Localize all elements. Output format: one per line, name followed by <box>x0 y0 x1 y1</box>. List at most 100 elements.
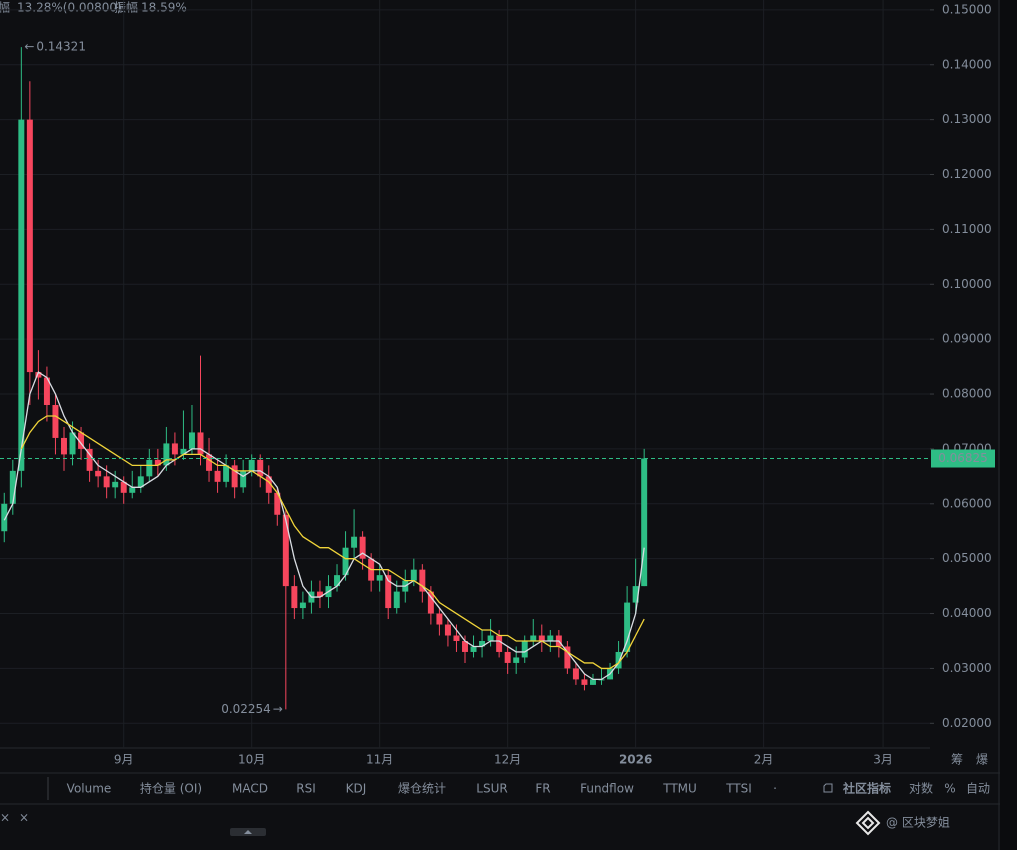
y-tick-label: 0.03000 <box>942 661 992 675</box>
candle-body <box>581 679 588 685</box>
candle-body <box>129 487 136 493</box>
candle-body <box>538 635 545 641</box>
y-tick-label: 0.06000 <box>942 496 992 510</box>
candle-body <box>291 586 298 609</box>
candle-body <box>444 624 451 636</box>
candle-body <box>112 481 119 488</box>
candle-body <box>171 443 178 455</box>
candle-body <box>376 575 383 581</box>
candle-body <box>564 646 571 669</box>
indicator-tab[interactable]: FR <box>535 782 550 796</box>
close-icon[interactable]: × <box>19 811 29 825</box>
header-value: 18.59% <box>141 1 187 15</box>
y-tick-label: 0.10000 <box>942 277 992 291</box>
x-tick-label: 2月 <box>754 753 774 767</box>
moving-average-line <box>3 371 645 681</box>
candle-body <box>146 459 153 477</box>
candle-body <box>385 575 392 609</box>
price-tag <box>931 449 995 468</box>
watermark-logo <box>855 810 881 836</box>
watermark: @ 区块梦姐 <box>886 816 950 830</box>
indicator-tab[interactable]: Volume <box>67 782 112 796</box>
price-tag-label: 0.06825 <box>938 451 988 465</box>
candle-body <box>487 635 494 641</box>
candle-body <box>632 586 639 603</box>
candle-body <box>359 536 366 559</box>
toolbar-option[interactable]: 对数 <box>909 781 933 796</box>
y-tick-label: 0.09000 <box>942 332 992 346</box>
indicator-tab[interactable]: KDJ <box>346 782 367 796</box>
y-tick-label: 0.14000 <box>942 57 992 71</box>
more-dot: · <box>773 782 777 796</box>
close-icon[interactable]: × <box>0 811 10 825</box>
candle-body <box>521 640 528 658</box>
candle-body <box>197 432 204 455</box>
x-tick-label: 12月 <box>494 753 521 767</box>
candle-body <box>479 640 486 647</box>
side-tab[interactable]: 爆 <box>976 753 988 767</box>
candle-body <box>18 119 25 471</box>
high-annotation: 0.14321 <box>36 40 86 54</box>
candle-body <box>223 465 230 482</box>
candle-body <box>496 635 503 652</box>
candle-body <box>334 575 341 587</box>
side-tab[interactable]: 筹 <box>951 753 963 767</box>
x-tick-label: 3月 <box>873 753 893 767</box>
candle-body <box>103 476 110 488</box>
x-tick-label: 2026 <box>619 753 652 767</box>
handle-arrow <box>244 830 252 834</box>
candle-body <box>248 459 255 471</box>
candle-body <box>35 372 42 378</box>
candle-body <box>410 569 417 581</box>
candle-body <box>419 569 426 592</box>
candle-body <box>1 503 8 532</box>
indicator-tab[interactable]: RSI <box>296 782 316 796</box>
header-label: 幅 <box>0 0 10 15</box>
x-tick-label: 9月 <box>114 753 134 767</box>
candle-body <box>436 613 443 625</box>
candle-body <box>52 405 59 438</box>
candle-body <box>462 640 468 652</box>
annotation-arrow: → <box>273 702 283 716</box>
indicator-tab[interactable]: TTSI <box>725 782 752 796</box>
candle-body <box>351 536 358 548</box>
indicator-icon <box>823 783 833 793</box>
y-tick-label: 0.02000 <box>942 716 992 730</box>
candle-body <box>95 470 102 477</box>
moving-average-line <box>20 415 645 670</box>
candle-body <box>26 119 33 373</box>
candle-body <box>43 377 50 406</box>
toolbar-option[interactable]: 自动 <box>966 782 990 796</box>
candle-body <box>282 514 289 587</box>
candle-body <box>513 657 520 663</box>
candle-body <box>214 470 221 482</box>
candle-body <box>530 635 537 641</box>
candle-body <box>206 454 213 471</box>
candle-body <box>427 591 434 614</box>
header-value: 13.28%(0.00800) <box>17 1 122 15</box>
candle-body <box>624 602 631 652</box>
indicator-tab[interactable]: 持仓量 (OI) <box>140 781 202 796</box>
indicator-tab[interactable]: TTMU <box>662 782 697 796</box>
candle-body <box>299 602 306 609</box>
indicator-tab[interactable]: MACD <box>232 782 268 796</box>
candle-body <box>342 547 349 576</box>
candle-body <box>188 432 195 449</box>
candle-body <box>154 459 161 466</box>
indicator-tab[interactable]: Fundflow <box>580 782 634 796</box>
candle-body <box>393 591 400 609</box>
toolbar-option[interactable]: % <box>944 782 955 796</box>
plot <box>0 0 930 748</box>
candle-body <box>470 646 477 652</box>
candle-body <box>274 492 281 515</box>
candle-body <box>86 448 93 471</box>
candle-body <box>180 448 187 455</box>
candle-body <box>453 635 460 641</box>
toolbar-option[interactable]: 社区指标 <box>842 781 891 796</box>
indicator-tab[interactable]: LSUR <box>476 782 507 796</box>
y-tick-label: 0.08000 <box>942 387 992 401</box>
candle-body <box>547 635 554 641</box>
y-tick-label: 0.05000 <box>942 551 992 565</box>
indicator-tab[interactable]: 爆仓统计 <box>398 782 446 796</box>
